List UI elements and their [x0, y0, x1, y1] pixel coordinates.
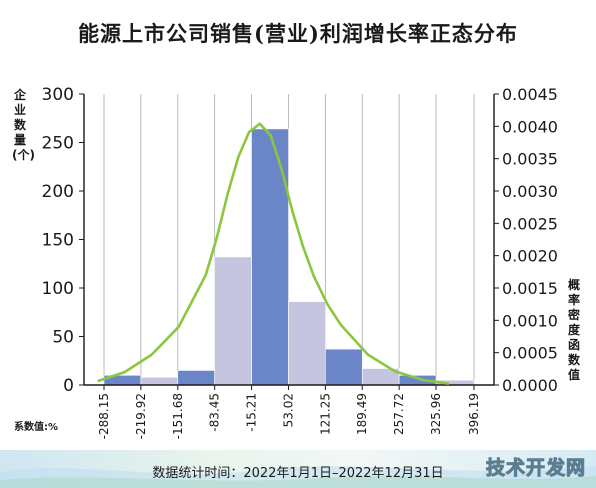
left-tick-label: 150 [42, 231, 74, 251]
left-tick-label: 0 [63, 376, 74, 396]
x-tick-label: 189.49 [355, 393, 369, 435]
footer-date-range: 数据统计时间：2022年1月1日–2022年12月31日 [152, 466, 444, 481]
right-tick-label: 0.0030 [502, 182, 558, 201]
x-tick-label: 121.25 [318, 393, 332, 435]
histogram-bar [325, 348, 363, 386]
right-tick-label: 0.0020 [502, 247, 558, 266]
footer-wave-decoration [0, 466, 596, 488]
right-tick-label: 0.0035 [502, 150, 558, 169]
x-tick-label: -15.21 [245, 393, 259, 432]
x-tick-label: 257.72 [392, 393, 406, 435]
right-tick-label: 0.0005 [502, 344, 558, 363]
x-tick-label: 325.96 [429, 393, 443, 435]
right-tick-label: 0.0025 [502, 214, 558, 233]
left-tick-label: 50 [52, 328, 74, 348]
watermark-logo: 技术开发网 [485, 457, 587, 480]
x-tick-label: -83.45 [208, 393, 222, 432]
histogram-bar [140, 376, 179, 386]
right-tick-label: 0.0040 [502, 117, 558, 136]
x-axis-label: 系数值:% [14, 422, 59, 433]
left-tick-label: 200 [42, 182, 74, 202]
right-tick-label: 0.0010 [502, 311, 558, 330]
right-tick-label: 0.0000 [502, 376, 558, 395]
right-tick-label: 0.0045 [502, 85, 558, 104]
density-curve-line [97, 122, 450, 385]
x-tick-label: -151.68 [171, 393, 185, 439]
x-tick-label: 53.02 [281, 393, 295, 427]
chart: 0 50 100 150 200 250 300 0.0000 0.0005 0.0010 0.00… [42, 85, 558, 439]
histogram-bar [214, 256, 252, 386]
left-axis-label: 企业数量(个) [12, 88, 35, 162]
left-tick-label: 250 [42, 134, 74, 154]
right-tick-label: 0.0015 [502, 279, 558, 298]
histogram-bar [251, 128, 289, 386]
chart-title: 能源上市公司销售(营业)利润增长率正态分布 [78, 21, 518, 46]
left-tick-label: 100 [42, 279, 74, 299]
right-axis-label: 概率密度函数值 [567, 278, 580, 382]
x-tick-label: -219.92 [134, 393, 148, 439]
histogram-bar [288, 301, 326, 386]
x-tick-label: -288.15 [97, 393, 111, 439]
left-tick-label: 300 [42, 85, 74, 105]
x-tick-label: 396.19 [467, 393, 481, 435]
histogram-bar [177, 370, 215, 386]
